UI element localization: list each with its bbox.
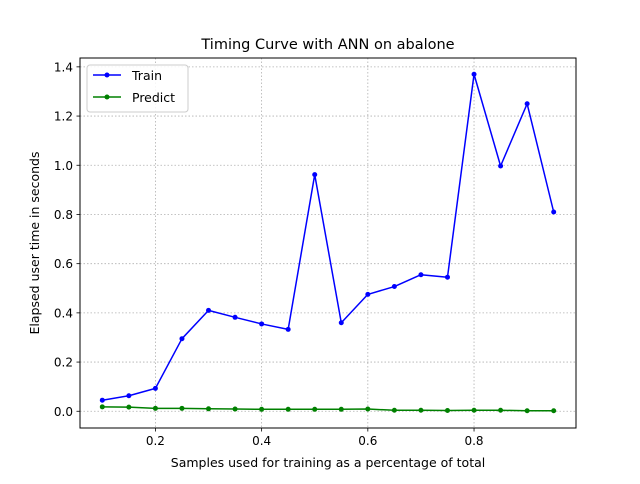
legend-train-label: Train [131,68,162,83]
legend: Train Predict [86,64,189,113]
grid [80,58,576,428]
train-data-point [285,326,291,332]
train-data-point [418,272,424,278]
train-data-point [444,274,450,280]
legend-box [86,64,189,113]
predict-data-point [99,404,105,410]
predict-data-point [551,408,557,414]
predict-data-point [524,408,530,414]
train-data-point [99,397,105,403]
x-tick-label: 0.2 [146,434,165,448]
train-data-point [232,314,238,320]
predict-data-point [312,406,318,412]
train-data-point [498,163,504,169]
predict-data-point [232,406,238,412]
predict-data-point [126,404,132,410]
train-data-point [551,209,557,215]
legend-predict-marker [104,94,110,100]
train-series-line [102,73,555,401]
axis-ticks: 0.2 0.4 0.6 0.8 0.0 0.2 0.4 0.6 0.8 1.0 1.2 1.4 [54,60,484,448]
predict-data-point [471,407,477,413]
y-tick-label: 1.0 [54,159,73,173]
train-data-point [179,336,185,342]
predict-data-point [418,407,424,413]
predict-data-point [259,406,265,412]
x-tick-label: 0.6 [358,434,377,448]
predict-data-point [498,407,504,413]
predict-data-point [179,405,185,411]
train-data-point [365,291,371,297]
x-axis-label: Samples used for training as a percentag… [171,455,485,470]
train-data-point [391,284,397,290]
predict-data-point [338,406,344,412]
predict-data-point [365,406,371,412]
y-tick-label: 0.2 [54,356,73,370]
predict-data-point [285,406,291,412]
x-tick-label: 0.8 [464,434,483,448]
predict-data-point [444,408,450,414]
legend-predict-label: Predict [132,90,175,105]
train-data-point [312,172,318,178]
y-tick-label: 1.2 [54,110,73,124]
train-data-point [152,385,158,391]
y-tick-label: 0.0 [54,405,73,419]
y-axis-label: Elapsed user time in seconds [27,152,42,335]
train-data-point [338,320,344,326]
y-tick-label: 0.6 [54,257,73,271]
series-layer [99,71,557,414]
train-data-point [524,101,530,107]
train-data-point [259,321,265,327]
y-tick-label: 0.4 [54,306,73,320]
x-tick-label: 0.4 [252,434,271,448]
y-tick-label: 0.8 [54,208,73,222]
train-data-point [126,393,132,399]
train-data-point [471,71,477,77]
predict-data-point [206,406,212,412]
plot-frame [79,57,577,429]
predict-series-line [102,406,554,412]
predict-data-point [391,407,397,413]
legend-train-marker [104,72,110,78]
y-tick-label: 1.4 [54,60,73,74]
chart-title: Timing Curve with ANN on abalone [200,37,454,53]
train-data-point [206,307,212,313]
predict-data-point [152,405,158,411]
